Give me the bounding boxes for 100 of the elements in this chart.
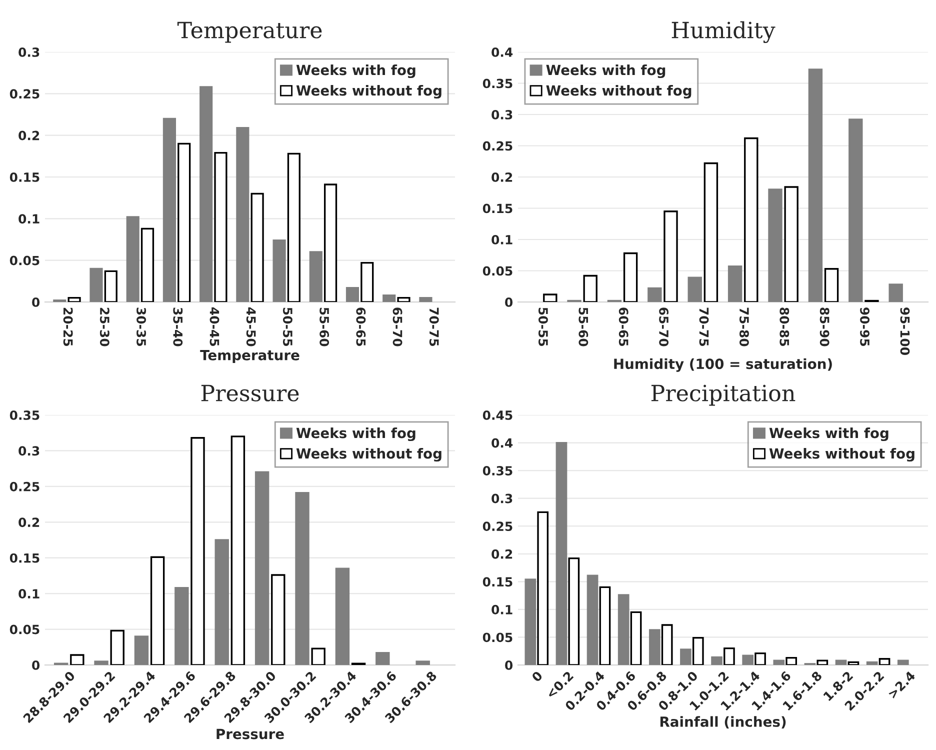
bar — [214, 539, 229, 665]
bar — [346, 287, 360, 302]
y-tick-label: 0 — [32, 297, 40, 307]
y-tick-label: 0.3 — [18, 446, 40, 456]
bar — [808, 68, 823, 302]
legend-label: Weeks without fog — [296, 84, 442, 99]
y-tick-label: 0.05 — [10, 256, 40, 266]
bar — [271, 574, 286, 665]
bar — [126, 216, 140, 302]
bar — [214, 152, 228, 302]
bar — [724, 648, 735, 665]
y-tick-label: 0.2 — [492, 549, 512, 559]
legend-label: Weeks with fog — [769, 428, 888, 442]
bar — [376, 652, 390, 665]
bar — [178, 142, 191, 302]
bar — [704, 162, 718, 302]
bar — [150, 556, 165, 665]
bar — [419, 297, 432, 302]
bar — [162, 118, 176, 302]
y-tick-label: 0.1 — [492, 604, 512, 614]
x-axis-title: Pressure — [216, 728, 284, 740]
bar — [295, 492, 310, 665]
x-tick-label: 65-70 — [659, 308, 669, 346]
bar — [309, 251, 322, 302]
bar — [599, 586, 611, 665]
bar — [866, 661, 878, 665]
y-tick-label: 0.1 — [492, 234, 512, 244]
x-tick-label: 40-45 — [210, 307, 220, 346]
x-tick-label: 90-95 — [860, 308, 870, 346]
x-tick-label: 65-70 — [392, 308, 402, 346]
bar — [754, 652, 766, 665]
x-tick-label: 20-25 — [63, 308, 73, 346]
x-axis-title: Temperature — [200, 350, 300, 364]
bar — [250, 192, 264, 302]
x-tick-label: 70-75 — [699, 308, 709, 346]
bar — [134, 636, 149, 665]
y-tick-label: 0.15 — [10, 172, 40, 182]
bar — [104, 270, 118, 302]
legend-label: Weeks without fog — [546, 84, 692, 99]
bar — [200, 86, 213, 302]
bar — [174, 587, 189, 665]
bar — [583, 274, 598, 302]
bar — [140, 228, 154, 302]
x-axis-title: Humidity (100 = saturation) — [614, 358, 832, 372]
legend-label: Weeks without fog — [769, 448, 914, 462]
legend-label: Weeks with fog — [546, 64, 666, 78]
bar — [190, 437, 205, 665]
bar — [692, 636, 704, 665]
chart-title: Precipitation — [651, 384, 796, 406]
chart-title: Humidity — [672, 21, 776, 44]
bar — [648, 287, 662, 302]
y-tick-label: 0.15 — [482, 577, 512, 587]
y-tick-label: 0.1 — [18, 589, 40, 598]
bar — [272, 240, 286, 302]
bar — [768, 188, 782, 302]
bar — [618, 594, 630, 665]
bar — [888, 284, 903, 302]
y-tick-label: 0.05 — [482, 632, 512, 642]
y-tick-label: 0.3 — [18, 47, 40, 57]
x-tick-label: 30-35 — [136, 308, 146, 346]
y-tick-label: 0.35 — [482, 466, 512, 476]
x-tick-label: 60-65 — [356, 308, 366, 346]
bar — [70, 654, 84, 665]
bar — [728, 266, 742, 302]
y-tick-label: 0.1 — [18, 214, 40, 224]
y-tick-label: 0.15 — [482, 204, 512, 214]
bar — [835, 660, 847, 665]
y-tick-label: 0 — [505, 297, 513, 307]
x-tick-label: 50-55 — [538, 308, 548, 346]
x-axis-title: Rainfall (inches) — [660, 716, 786, 729]
bar — [397, 297, 410, 302]
bar — [897, 660, 909, 665]
x-tick-label: 70-75 — [429, 308, 439, 346]
y-tick-label: 0 — [505, 660, 513, 670]
legend-label: Weeks with fog — [296, 428, 416, 442]
y-tick-label: 0.25 — [10, 89, 40, 99]
y-tick-label: 0.4 — [492, 438, 513, 448]
x-tick-label: 55-60 — [578, 308, 588, 346]
y-tick-label: 0.2 — [18, 518, 40, 528]
bar — [287, 152, 300, 302]
bar — [648, 629, 660, 665]
x-tick-label: 45-50 — [246, 307, 256, 346]
bar — [537, 511, 549, 665]
bar — [680, 648, 692, 665]
bar — [630, 611, 642, 665]
x-tick-label: 50-55 — [282, 308, 292, 346]
x-tick-label: 25-30 — [100, 308, 110, 346]
bar — [543, 294, 558, 302]
bar — [848, 118, 863, 302]
bar — [324, 184, 338, 302]
y-tick-label: 0.05 — [482, 266, 512, 276]
bar — [773, 660, 785, 665]
bar — [786, 656, 798, 665]
chart-title: Pressure — [201, 384, 299, 402]
x-tick-label: 0 — [531, 670, 544, 682]
bar — [623, 252, 638, 302]
bar — [878, 658, 890, 665]
bar — [68, 297, 81, 302]
bar — [688, 276, 702, 302]
bar — [661, 624, 673, 665]
